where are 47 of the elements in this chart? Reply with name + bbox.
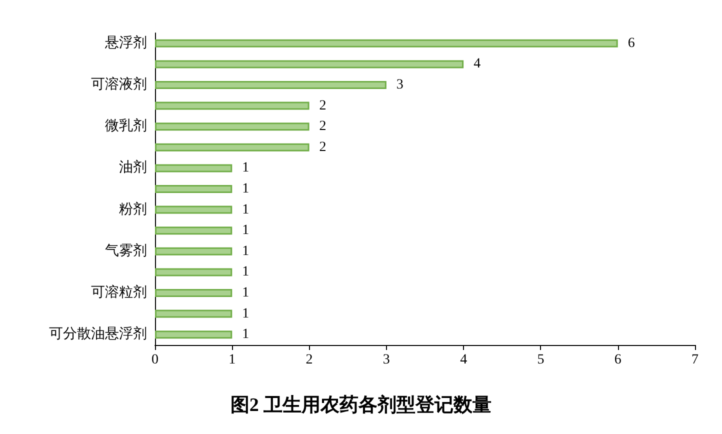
x-tick-label: 6 (614, 352, 622, 368)
x-tick-label: 3 (382, 352, 390, 368)
bar (155, 310, 232, 318)
x-tick-label: 0 (152, 352, 158, 368)
bar (155, 185, 232, 193)
data-label: 1 (242, 286, 250, 300)
bar (155, 289, 232, 297)
data-label: 2 (319, 119, 326, 134)
x-tick-label: 4 (460, 352, 468, 368)
bar (155, 164, 232, 172)
text: 图2 卫生用农药各剂型登记数量 (230, 394, 492, 416)
bar (155, 102, 310, 110)
y-tick-label: 可溶液剂 (91, 76, 147, 92)
data-label: 1 (242, 223, 250, 238)
bar (155, 143, 310, 152)
bar (155, 268, 232, 276)
data-label: 6 (628, 36, 635, 51)
bar (155, 60, 464, 68)
y-tick-label: 粉剂 (119, 201, 147, 218)
bar (155, 206, 232, 214)
bar (155, 226, 232, 235)
y-tick-label: 微乳剂 (105, 118, 147, 134)
bar (155, 39, 618, 48)
data-label: 3 (396, 78, 404, 92)
data-label: 1 (242, 160, 250, 176)
x-tick-label: 1 (228, 352, 236, 368)
y-tick-label: 悬浮剂 (104, 34, 147, 51)
data-label: 2 (319, 98, 326, 114)
data-label: 1 (242, 244, 250, 259)
x-tick-label: 2 (306, 352, 313, 368)
bar (155, 330, 232, 339)
x-tick-label: 5 (537, 352, 544, 368)
data-label: 1 (242, 202, 250, 218)
y-tick-label: 可溶粒剂 (91, 284, 147, 300)
data-label: 2 (319, 140, 326, 155)
data-label: 1 (242, 264, 250, 280)
data-label: 4 (474, 56, 481, 72)
data-label: 1 (242, 306, 250, 322)
y-tick-label: 可分散油悬浮剂 (49, 326, 147, 342)
data-label: 1 (242, 327, 250, 342)
y-tick-label: 油剂 (119, 160, 147, 176)
bar (155, 122, 310, 131)
x-tick-label: 7 (692, 352, 698, 368)
bar (155, 81, 386, 89)
bar (155, 247, 232, 256)
y-tick-label: 气雾剂 (105, 242, 147, 259)
data-label: 1 (242, 182, 250, 196)
